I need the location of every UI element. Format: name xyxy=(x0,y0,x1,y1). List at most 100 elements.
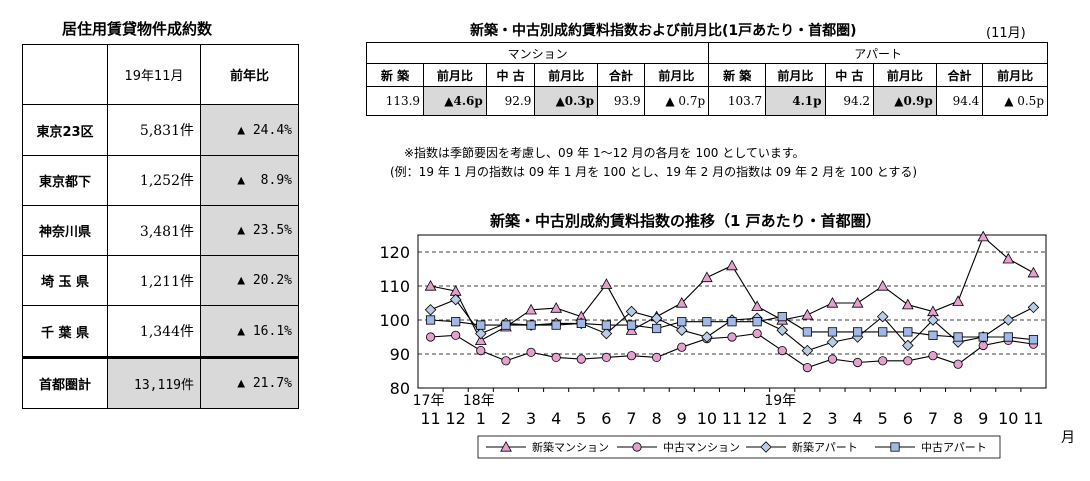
data-point-square xyxy=(727,317,737,327)
group-apart: アパート xyxy=(708,42,1048,64)
index-value-cell: 4.1p xyxy=(765,86,826,116)
y-tick-label: 120 xyxy=(379,243,410,262)
index-value-cell: 94.2 xyxy=(824,86,875,116)
index-value-cell: ▲0.3p xyxy=(534,86,599,116)
data-point-triangle xyxy=(474,334,487,346)
count-value: 1,252件 xyxy=(107,154,201,206)
series-triangle xyxy=(424,230,1040,346)
index-head-cell: 前月比 xyxy=(643,63,710,87)
index-value-cell: 92.9 xyxy=(485,86,536,116)
data-point-diamond xyxy=(449,293,462,306)
index-value-cell: 113.9 xyxy=(365,86,425,116)
data-point-square xyxy=(601,320,612,330)
data-point-diamond xyxy=(1027,301,1040,314)
year-label: 17年 xyxy=(413,393,445,409)
data-point-square xyxy=(802,327,812,337)
note-line-1: ※指数は季節要因を考慮し、09 年 1～12 月の各月を 100 としています。 xyxy=(404,146,805,160)
x-tick-label: 8 xyxy=(652,409,662,428)
x-tick-label: 12 xyxy=(747,409,767,428)
data-point-triangle xyxy=(876,279,889,291)
rent-index-table: マンション アパート 新 築前月比中 古前月比 合計 前月比新 築前月比中 古前月比… xyxy=(365,42,1048,116)
data-point-square xyxy=(501,320,511,330)
data-point-triangle xyxy=(977,230,990,242)
area-label: 東京都下 xyxy=(22,154,108,206)
data-point-diamond xyxy=(650,312,663,325)
data-point-circle xyxy=(852,357,863,368)
count-value: 1,344件 xyxy=(107,305,201,358)
data-point-diamond xyxy=(625,305,638,318)
data-point-triangle xyxy=(550,302,563,313)
data-point-square xyxy=(576,318,586,329)
count-value: 5,831件 xyxy=(107,104,201,156)
index-value-cell: ▲ 0.7p xyxy=(643,86,710,116)
x-tick-label: 6 xyxy=(601,409,611,428)
plot-frame xyxy=(417,234,1047,389)
data-point-triangle xyxy=(1002,252,1015,264)
data-point-circle xyxy=(878,356,888,366)
data-point-square xyxy=(903,327,913,337)
data-point-circle xyxy=(727,332,737,342)
yoy-value: ▲ 23.5% xyxy=(200,204,299,257)
data-point-circle xyxy=(451,330,461,340)
data-point-triangle xyxy=(525,303,537,315)
area-label: 千 葉 県 xyxy=(22,305,108,358)
index-head-cell: 前月比 xyxy=(534,63,599,87)
yoy-value: ▲ 16.1% xyxy=(200,305,299,358)
data-point-circle xyxy=(626,351,637,361)
data-point-diamond xyxy=(760,441,772,453)
area-label: 首都圏計 xyxy=(22,355,108,410)
data-point-circle xyxy=(752,328,762,339)
data-point-triangle xyxy=(424,279,437,291)
x-tick-label: 1 xyxy=(777,409,787,428)
index-value-cell: ▲0.9p xyxy=(873,86,937,116)
data-point-diamond xyxy=(701,331,713,343)
data-point-square xyxy=(953,332,963,342)
data-point-diamond xyxy=(927,314,939,326)
data-point-square xyxy=(476,320,486,330)
data-point-triangle xyxy=(701,271,713,283)
series-circle xyxy=(425,328,1039,373)
yoy-value: ▲ 8.9% xyxy=(200,154,299,206)
x-tick-label: 5 xyxy=(878,409,888,428)
x-tick-label: 11 xyxy=(1023,409,1043,428)
data-point-square xyxy=(626,320,637,330)
count-value: 1,211件 xyxy=(107,255,201,307)
header-yoy: 前年比 xyxy=(200,43,299,106)
data-point-square xyxy=(425,315,436,325)
index-value-cell: 94.4 xyxy=(935,86,984,116)
data-point-diamond xyxy=(826,336,839,348)
value-row: 113.9 ▲4.6p 92.9 ▲0.3p 93.9 ▲ 0.7p 103.7 4.1p 94… xyxy=(365,86,1048,116)
data-point-triangle xyxy=(726,259,738,271)
table-header-row: 19年11月 前年比 xyxy=(22,43,299,106)
data-point-square xyxy=(890,442,900,452)
data-point-circle xyxy=(632,442,642,452)
data-point-diamond xyxy=(675,324,688,336)
data-point-triangle xyxy=(901,298,914,310)
x-tick-label: 9 xyxy=(978,409,988,428)
x-tick-label: 11 xyxy=(420,409,440,428)
index-value-cell: ▲ 0.5p xyxy=(982,86,1048,116)
data-point-square xyxy=(853,327,863,337)
yoy-value: ▲ 24.4% xyxy=(200,104,299,156)
data-point-circle xyxy=(526,347,536,357)
index-head-cell: 前月比 xyxy=(982,63,1048,87)
index-head-cell: 新 築 xyxy=(365,63,425,87)
data-point-diamond xyxy=(475,327,487,340)
data-point-circle xyxy=(576,354,586,364)
x-tick-label: 4 xyxy=(551,409,561,428)
index-head-cell: 前月比 xyxy=(423,63,487,87)
note-line-2: (例：19 年 1 月の指数は 09 年 1 月を 100 とし、19 年 2 … xyxy=(390,165,918,179)
data-point-triangle xyxy=(851,296,864,308)
data-point-circle xyxy=(777,345,787,356)
y-tick-label: 80 xyxy=(390,379,410,398)
index-value-cell: 93.9 xyxy=(597,86,645,116)
x-tick-label: 7 xyxy=(626,409,636,428)
data-point-triangle xyxy=(826,296,839,308)
x-tick-label: 3 xyxy=(827,409,837,428)
data-point-triangle xyxy=(600,278,613,289)
head-row: 新 築前月比中 古前月比 合計 前月比新 築前月比中 古前月比 合計 前月比 xyxy=(365,63,1048,87)
legend-frame xyxy=(477,435,1001,459)
data-point-square xyxy=(1003,332,1013,342)
yoy-value: ▲ 20.2% xyxy=(200,255,299,307)
